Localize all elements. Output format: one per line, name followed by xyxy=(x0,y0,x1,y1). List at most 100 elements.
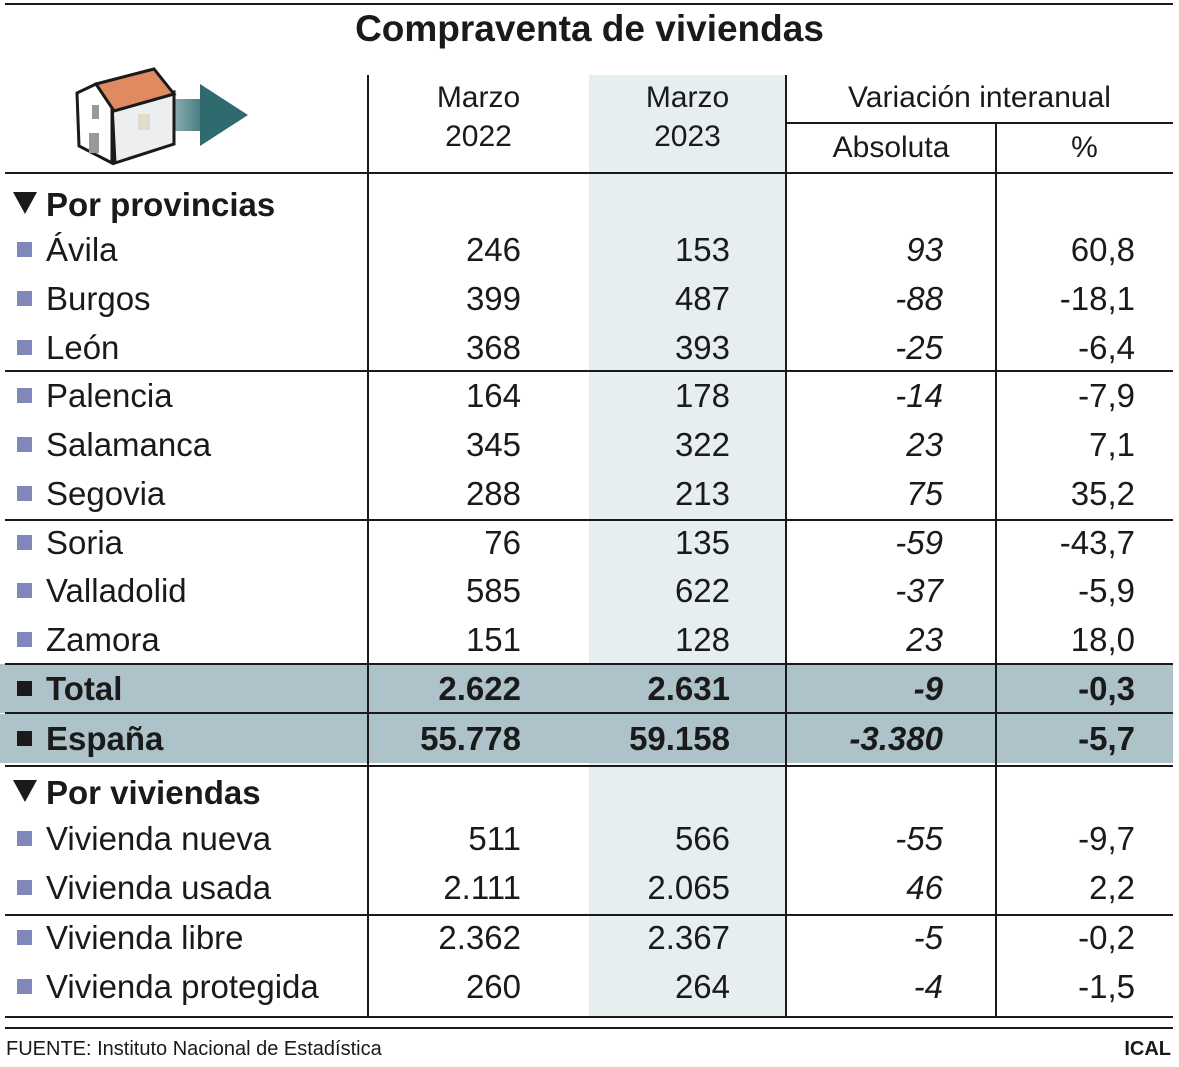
row-label: Vivienda usada xyxy=(46,869,272,906)
triangle-down-icon xyxy=(13,192,37,214)
row-divider xyxy=(5,765,1173,767)
table-row: Burgos 399 487 -88 -18,1 xyxy=(0,274,1173,323)
value-percent-change: -0,2 xyxy=(1078,919,1135,956)
value-percent-change: 60,8 xyxy=(1070,231,1135,268)
table-row: Valladolid 585 622 -37 -5,9 xyxy=(0,566,1173,615)
row-label: Vivienda libre xyxy=(46,919,244,956)
value-absolute-change: -5 xyxy=(913,919,943,956)
value-march-2022: 260 xyxy=(465,968,521,1005)
table-row: Vivienda usada 2.111 2.065 46 2,2 xyxy=(0,863,1173,912)
value-absolute-change: -4 xyxy=(913,968,943,1005)
value-absolute-change: -3.380 xyxy=(849,720,943,757)
row-label: Ávila xyxy=(46,231,118,268)
value-march-2022: 246 xyxy=(465,231,521,268)
value-percent-change: 7,1 xyxy=(1089,426,1135,463)
value-absolute-change: -59 xyxy=(895,524,943,561)
row-label: Segovia xyxy=(46,475,166,512)
value-absolute-change: -88 xyxy=(895,280,943,317)
value-march-2023: 2.065 xyxy=(647,869,730,906)
value-percent-change: -18,1 xyxy=(1059,280,1135,317)
column-divider xyxy=(785,75,787,1018)
value-percent-change: -9,7 xyxy=(1078,820,1135,857)
row-divider xyxy=(5,914,1173,916)
row-label: Palencia xyxy=(46,377,173,414)
bullet-square-icon xyxy=(17,681,32,696)
value-percent-change: -5,9 xyxy=(1078,572,1135,609)
row-label: Vivienda nueva xyxy=(46,820,272,857)
value-march-2023: 2.367 xyxy=(647,919,730,956)
value-march-2022: 2.362 xyxy=(438,919,521,956)
row-label: León xyxy=(46,329,120,366)
bullet-square-icon xyxy=(17,291,32,306)
header-divider xyxy=(786,122,1173,124)
value-absolute-change: 75 xyxy=(906,475,943,512)
row-divider xyxy=(5,370,1173,372)
value-march-2023: 128 xyxy=(674,621,730,658)
value-absolute-change: -37 xyxy=(895,572,943,609)
value-percent-change: -7,9 xyxy=(1078,377,1135,414)
bullet-square-icon xyxy=(17,731,32,746)
row-label: España xyxy=(46,720,164,757)
value-percent-change: 2,2 xyxy=(1089,869,1135,906)
value-march-2023: 2.631 xyxy=(647,670,730,707)
value-percent-change: -5,7 xyxy=(1078,720,1135,757)
value-march-2022: 511 xyxy=(468,820,521,857)
value-percent-change: -0,3 xyxy=(1078,670,1135,707)
value-absolute-change: 23 xyxy=(906,621,943,658)
value-march-2022: 55.778 xyxy=(420,720,521,757)
column-header-variation: Variación interanual xyxy=(848,81,1111,114)
credit-label: ICAL xyxy=(1124,1038,1171,1060)
value-march-2023: 566 xyxy=(674,820,730,857)
value-percent-change: 18,0 xyxy=(1070,621,1135,658)
value-percent-change: -1,5 xyxy=(1078,968,1135,1005)
table-row: Soria 76 135 -59 -43,7 xyxy=(0,518,1173,567)
value-march-2023: 59.158 xyxy=(629,720,730,757)
row-label: Zamora xyxy=(46,621,160,658)
bullet-square-icon xyxy=(17,880,32,895)
page-title: Compraventa de viviendas xyxy=(355,8,824,49)
column-header-percent: % xyxy=(1071,131,1098,164)
column-header-march-2022-month: Marzo xyxy=(436,81,521,114)
value-absolute-change: 23 xyxy=(906,426,943,463)
value-march-2022: 345 xyxy=(465,426,521,463)
total-row: Total 2.622 2.631 -9 -0,3 xyxy=(0,664,1173,713)
column-header-march-2023-year: 2023 xyxy=(654,120,721,153)
value-percent-change: 35,2 xyxy=(1070,475,1135,512)
row-label: Total xyxy=(46,670,123,707)
table-row: Ávila 246 153 93 60,8 xyxy=(0,225,1173,274)
table-row: Palencia 164 178 -14 -7,9 xyxy=(0,371,1173,420)
section-header: Por provincias xyxy=(0,180,1173,229)
section-label: Por provincias xyxy=(46,186,276,223)
table-row: Vivienda protegida 260 264 -4 -1,5 xyxy=(0,962,1173,1011)
value-march-2023: 153 xyxy=(674,231,730,268)
value-march-2023: 178 xyxy=(674,377,730,414)
value-march-2022: 585 xyxy=(465,572,521,609)
bullet-square-icon xyxy=(17,930,32,945)
bullet-square-icon xyxy=(17,437,32,452)
column-divider xyxy=(995,122,997,1018)
table-row: Vivienda libre 2.362 2.367 -5 -0,2 xyxy=(0,913,1173,962)
bullet-square-icon xyxy=(17,486,32,501)
value-absolute-change: -55 xyxy=(895,820,943,857)
value-march-2023: 622 xyxy=(674,572,730,609)
row-label: Valladolid xyxy=(46,572,187,609)
row-divider xyxy=(5,712,1173,714)
column-header-march-2023-month: Marzo xyxy=(645,81,730,114)
bullet-square-icon xyxy=(17,831,32,846)
section-header: Por viviendas xyxy=(0,768,1173,817)
row-label: Vivienda protegida xyxy=(46,968,319,1005)
bullet-square-icon xyxy=(17,632,32,647)
value-absolute-change: 46 xyxy=(906,869,943,906)
table-row: Segovia 288 213 75 35,2 xyxy=(0,469,1173,518)
value-absolute-change: 93 xyxy=(906,231,943,268)
footer-rule xyxy=(5,1027,1173,1029)
value-march-2022: 399 xyxy=(465,280,521,317)
row-divider xyxy=(5,172,1173,174)
row-label: Burgos xyxy=(46,280,151,317)
spain-row: España 55.778 59.158 -3.380 -5,7 xyxy=(0,714,1173,763)
table-row: Vivienda nueva 511 566 -55 -9,7 xyxy=(0,814,1173,863)
value-absolute-change: -25 xyxy=(895,329,943,366)
value-march-2022: 151 xyxy=(465,621,521,658)
value-march-2023: 264 xyxy=(674,968,730,1005)
bullet-square-icon xyxy=(17,535,32,550)
